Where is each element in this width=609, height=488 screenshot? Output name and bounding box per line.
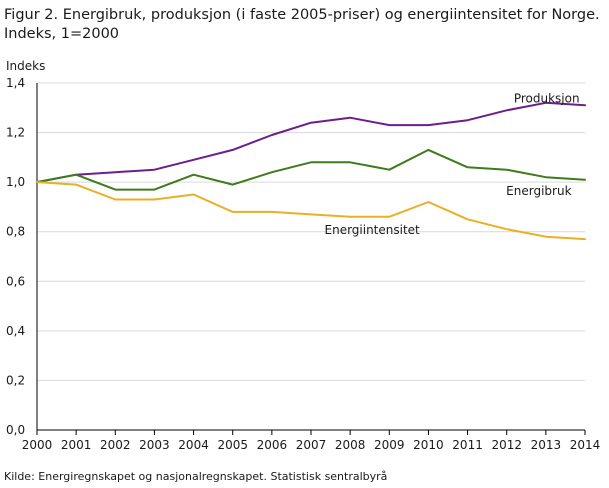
series-lines — [36, 101, 586, 241]
chart-title-line-1: Figur 2. Energibruk, produksjon (i faste… — [4, 7, 600, 23]
series-labels: Produksjon Energibruk Energiintensitet — [325, 91, 580, 237]
x-tick-label: 2000 — [22, 438, 53, 452]
x-tick-label: 2011 — [452, 438, 483, 452]
series-line-produksjon — [36, 101, 586, 184]
y-tick-label: 0,2 — [6, 373, 25, 387]
series-line-energibruk — [36, 148, 586, 191]
x-tick-label: 2009 — [374, 438, 405, 452]
x-tick-label: 2006 — [257, 438, 288, 452]
gridlines — [37, 82, 585, 381]
chart-title-line-2: Indeks, 1=2000 — [4, 26, 120, 42]
chart-title: Figur 2. Energibruk, produksjon (i faste… — [4, 6, 600, 44]
y-tick-label: 0,4 — [6, 324, 25, 338]
series-label-energibruk: Energibruk — [506, 184, 571, 198]
x-tick-label: 2008 — [335, 438, 366, 452]
series-label-energiintensitet: Energiintensitet — [325, 223, 421, 237]
series-label-produksjon: Produksjon — [514, 91, 580, 105]
series-line-energiintensitet — [36, 181, 586, 241]
x-tick-label: 2013 — [531, 438, 562, 452]
x-axis: 2000 2001 2002 2003 2004 2005 2006 2007 2008 2009… — [22, 429, 601, 452]
x-tick-label: 2010 — [413, 438, 444, 452]
x-tick-label: 2001 — [61, 438, 92, 452]
y-axis: 0,0 0,2 0,4 0,6 0,8 1,0 1,2 1,4 — [6, 76, 38, 437]
y-tick-label: 0,6 — [6, 274, 25, 288]
y-axis-label: Indeks — [6, 59, 45, 73]
y-tick-label: 0,0 — [6, 423, 25, 437]
x-tick-label: 2005 — [217, 438, 248, 452]
x-tick-label: 2002 — [100, 438, 131, 452]
x-tick-label: 2003 — [139, 438, 170, 452]
y-tick-label: 1,4 — [6, 76, 25, 90]
y-tick-label: 1,0 — [6, 175, 25, 189]
x-tick-label: 2012 — [491, 438, 522, 452]
x-tick-label: 2004 — [178, 438, 209, 452]
y-tick-label: 0,8 — [6, 225, 25, 239]
x-tick-label: 2014 — [570, 438, 601, 452]
x-tick-label: 2007 — [296, 438, 327, 452]
source-note: Kilde: Energiregnskapet og nasjonalregns… — [4, 470, 388, 483]
y-tick-label: 1,2 — [6, 126, 25, 140]
